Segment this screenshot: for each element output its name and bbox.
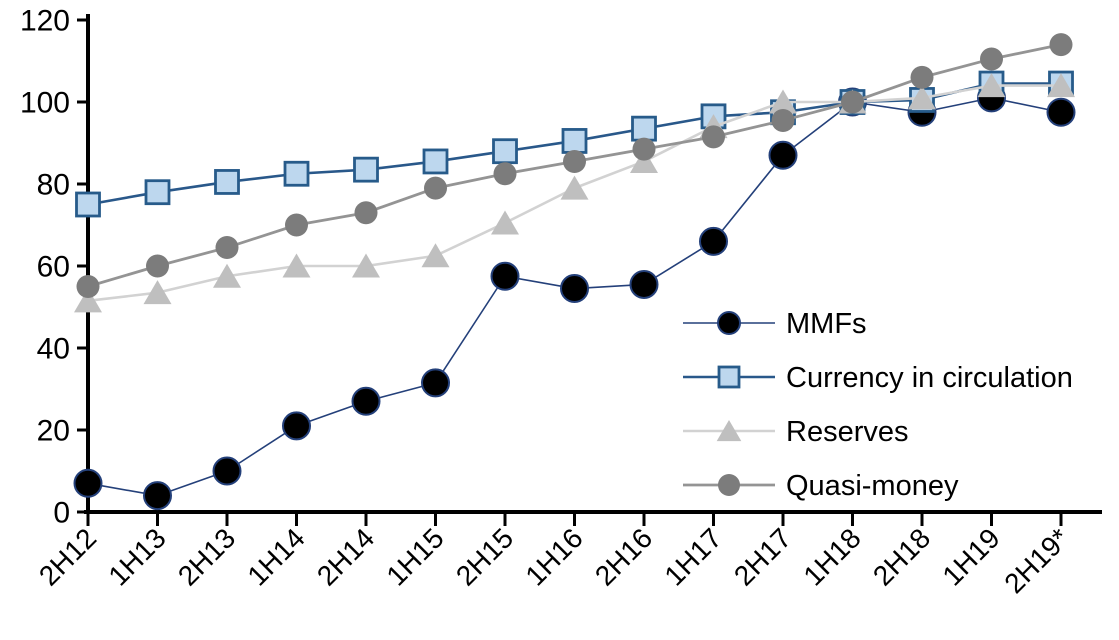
legend-glyphs [683, 311, 775, 496]
data-point [352, 253, 380, 278]
legend-label-currency: Currency in circulation [786, 362, 1073, 394]
data-point [421, 368, 450, 398]
data-point [491, 210, 519, 235]
data-point [560, 175, 589, 200]
data-point [631, 115, 657, 142]
data-point [283, 160, 310, 187]
data-point [768, 140, 798, 170]
x-tick-label: 1H14 [241, 522, 310, 591]
y-tick-label: 60 [37, 251, 70, 284]
y-tick-label: 100 [20, 87, 70, 120]
data-point [214, 169, 240, 195]
data-point [282, 411, 311, 441]
data-point [212, 456, 242, 486]
x-tick-label: 2H12 [33, 522, 102, 591]
legend-label-mmfs: MMFs [786, 308, 867, 340]
data-point [144, 179, 171, 206]
x-tick-label: 2H14 [311, 522, 380, 591]
data-point [282, 253, 311, 278]
data-point [490, 261, 520, 291]
x-tick-label: 1H18 [797, 522, 866, 591]
data-point [910, 65, 934, 89]
data-point [1047, 73, 1075, 98]
data-point [143, 481, 172, 511]
data-point [980, 47, 1003, 71]
data-point [560, 274, 589, 304]
data-point [421, 243, 450, 268]
y-tick-label: 120 [20, 5, 70, 38]
x-tick-label: 1H13 [102, 522, 171, 591]
data-point [493, 162, 517, 186]
data-point [630, 148, 658, 173]
data-point [353, 156, 379, 183]
data-point [977, 73, 1006, 98]
data-point [702, 125, 725, 149]
data-point [1049, 33, 1073, 57]
legend-marker [716, 420, 742, 442]
series-quasi-money [76, 33, 1073, 298]
data-point [561, 128, 588, 154]
data-point [1046, 97, 1076, 127]
y-tick-label: 0 [53, 497, 70, 530]
x-tick-label: 2H18 [867, 522, 936, 591]
legend-label-quasi-money: Quasi-money [786, 470, 959, 502]
data-point [146, 254, 169, 278]
x-tick-label: 2H17 [728, 522, 797, 591]
data-point [908, 85, 936, 110]
data-point [422, 148, 449, 175]
data-point [563, 149, 586, 173]
data-point [74, 288, 102, 313]
legend-marker [717, 311, 741, 335]
legend: MMFs Currency in circulation Reserves Qu… [683, 308, 1073, 502]
x-tick-label: 1H15 [380, 522, 449, 591]
data-point [285, 213, 308, 237]
data-point [771, 108, 795, 132]
data-point [73, 468, 103, 498]
x-tick-label: 1H17 [658, 522, 727, 591]
data-point [76, 275, 100, 298]
data-point [769, 89, 797, 114]
data-point [629, 269, 659, 299]
data-point [632, 137, 656, 161]
data-point [143, 280, 172, 305]
data-point [841, 90, 864, 114]
data-point [351, 386, 381, 416]
data-point [424, 176, 447, 200]
y-tick-label: 80 [37, 169, 70, 202]
data-point [492, 138, 518, 165]
x-tick-label: 2H13 [172, 522, 241, 591]
legend-marker [718, 474, 740, 496]
series-layer [73, 33, 1076, 511]
data-point [215, 236, 239, 260]
x-tick-label: 2H15 [450, 522, 519, 591]
x-tick-label: 1H19 [936, 522, 1005, 591]
data-point [354, 201, 378, 225]
y-tick-label: 40 [37, 333, 70, 366]
x-tick-label: 2H16 [589, 522, 658, 591]
data-point [75, 191, 101, 218]
legend-label-reserves: Reserves [786, 416, 909, 448]
data-point [699, 226, 728, 256]
y-tick-label: 20 [37, 415, 70, 448]
data-point [213, 263, 241, 288]
x-tick-label: 1H16 [519, 522, 588, 591]
x-tick-label: 2H19* [998, 522, 1075, 599]
legend-marker [717, 365, 741, 389]
